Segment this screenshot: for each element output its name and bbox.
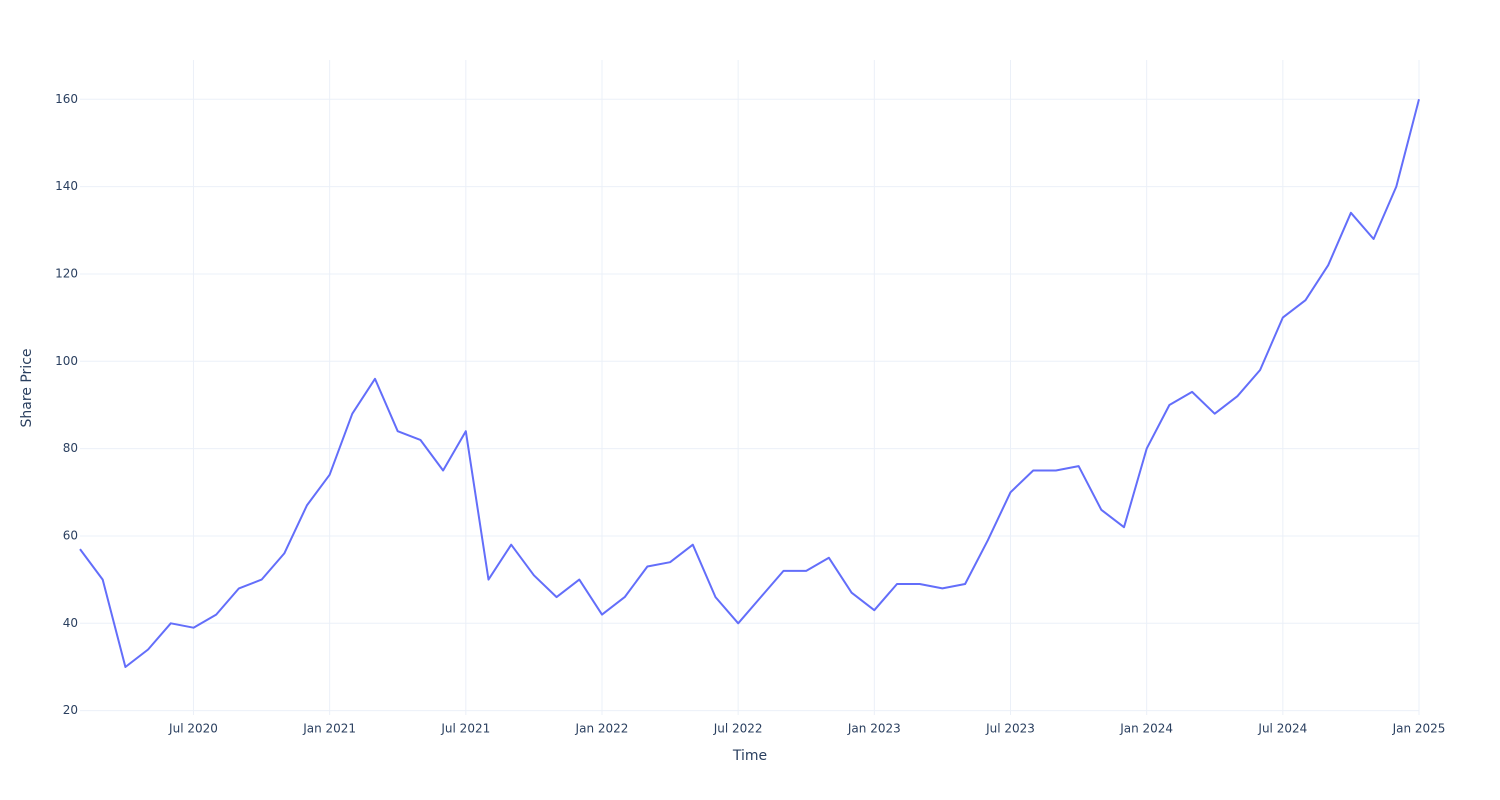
y-tick-label: 120 — [55, 266, 78, 280]
y-tick-label: 20 — [63, 703, 78, 717]
y-tick-label: 40 — [63, 616, 78, 630]
x-tick-label: Jul 2024 — [1257, 722, 1307, 736]
y-tick-label: 60 — [63, 528, 78, 542]
y-tick-label: 100 — [55, 354, 78, 368]
x-tick-label: Jan 2021 — [302, 722, 356, 736]
y-tick-label: 160 — [55, 92, 78, 106]
y-tick-label: 80 — [63, 441, 78, 455]
price-line — [79, 99, 1420, 668]
x-tick-label: Jul 2021 — [440, 722, 490, 736]
x-axis-title: Time — [732, 748, 767, 764]
x-tick-label: Jul 2022 — [713, 722, 763, 736]
x-tick-label: Jul 2023 — [985, 722, 1035, 736]
x-tick-label: Jan 2025 — [1392, 722, 1446, 736]
y-axis-title: Share Price — [19, 348, 35, 427]
x-tick-label: Jan 2023 — [847, 722, 901, 736]
x-tick-label: Jul 2020 — [168, 722, 218, 736]
x-tick-label: Jan 2022 — [575, 722, 629, 736]
y-tick-label: 140 — [55, 179, 78, 193]
x-tick-label: Jan 2024 — [1119, 722, 1173, 736]
